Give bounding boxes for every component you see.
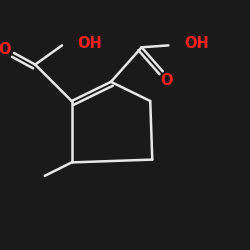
Text: OH: OH — [184, 36, 208, 51]
Text: O: O — [0, 42, 11, 57]
Text: OH: OH — [78, 36, 102, 51]
Text: O: O — [160, 74, 173, 88]
